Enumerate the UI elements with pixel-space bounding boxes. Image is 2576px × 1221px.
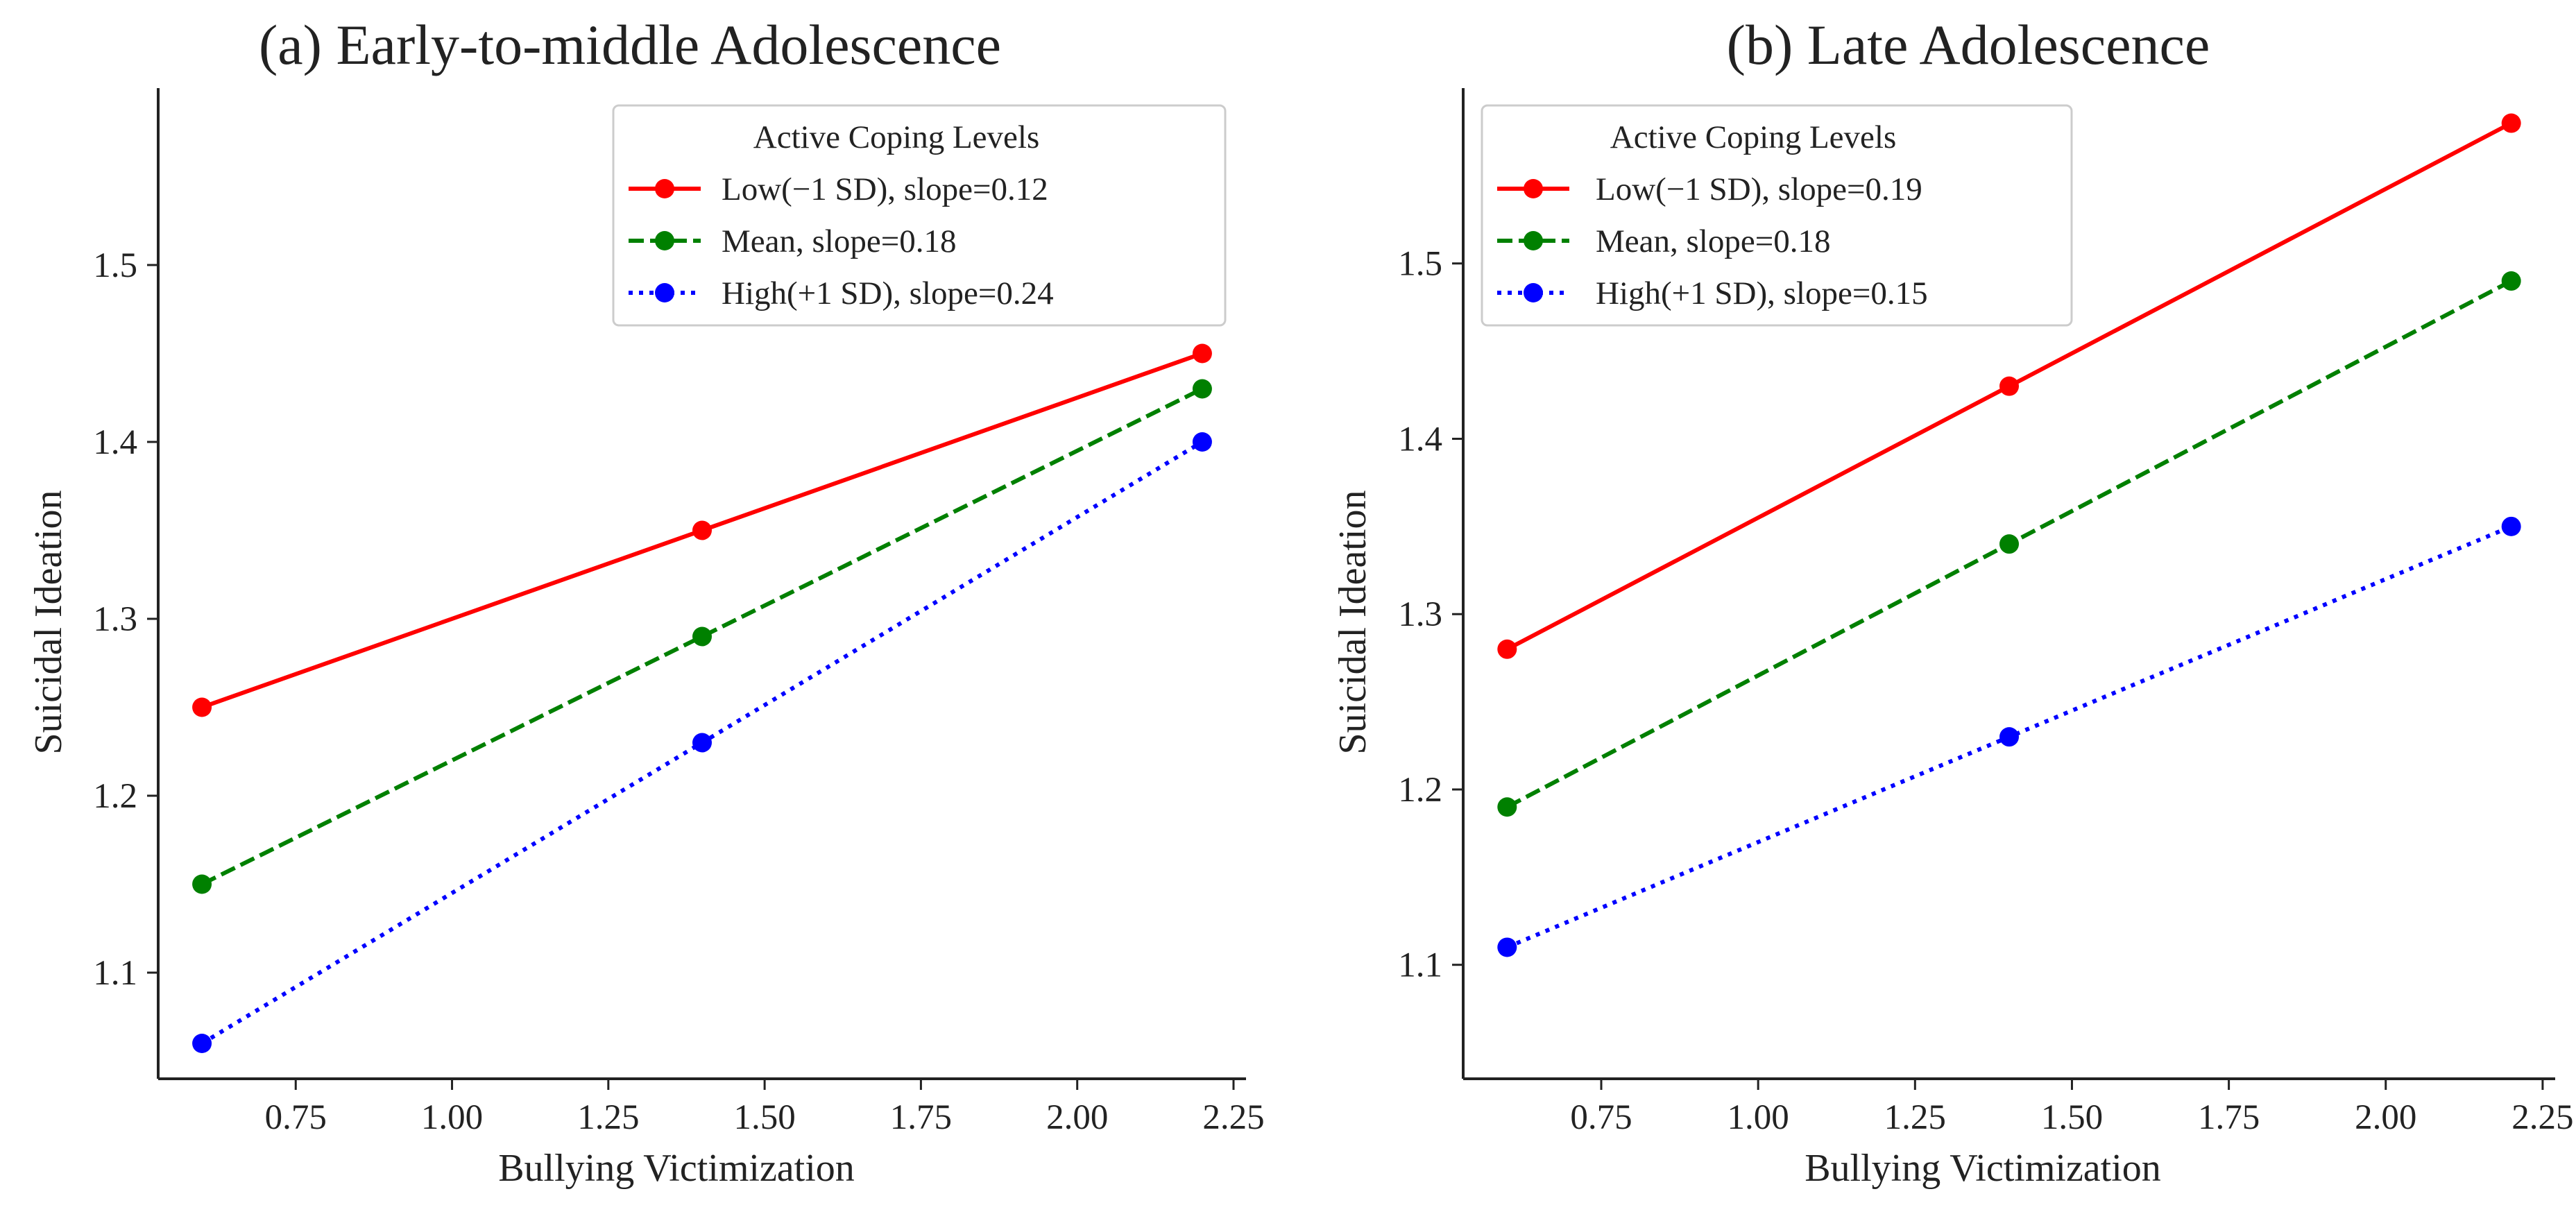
panel-b-x-tick-label: 1.25 (1884, 1098, 1946, 1137)
panel-b-y-tick-label: 1.1 (1398, 946, 1442, 985)
panel-b-y-axis-label: Suicidal Ideation (1331, 490, 1374, 754)
panel-b-legend-label-mean: Mean, slope=0.18 (1596, 223, 1830, 259)
panel-a-series (192, 343, 1212, 1053)
panel-a-point-high (192, 1034, 212, 1053)
panel-a-point-low (692, 520, 712, 540)
panel-a-y-axis-label: Suicidal Ideation (27, 490, 70, 754)
panel-a-y-tick-label: 1.5 (93, 246, 137, 285)
panel-a-y-tick-label: 1.3 (93, 600, 137, 639)
panel-b-x-tick-label: 2.25 (2511, 1098, 2573, 1137)
panel-a-y-tick-label: 1.1 (93, 954, 137, 993)
panel-a-legend-marker-low (655, 179, 674, 198)
panel-a-legend-title: Active Coping Levels (753, 119, 1039, 155)
panel-b-x-tick-label: 1.50 (2041, 1098, 2103, 1137)
panel-early-to-middle: (a) Early-to-middle Adolescence 0.75 1.00… (27, 13, 1265, 1190)
panel-b-point-low (1497, 639, 1517, 659)
panel-a-x-tick-label: 2.00 (1046, 1098, 1108, 1137)
panel-b-legend-marker-high (1524, 283, 1543, 302)
panel-b-title: (b) Late Adolescence (1727, 13, 2210, 76)
panel-b-legend-label-low: Low(−1 SD), slope=0.19 (1596, 171, 1922, 207)
panel-b-x-tick-label: 1.00 (1728, 1098, 1789, 1137)
panel-a-point-low (192, 697, 212, 717)
panel-b-legend-marker-low (1524, 179, 1543, 198)
panel-a-x-tick-label: 1.25 (577, 1098, 639, 1137)
panel-b-legend-frame (1481, 104, 2073, 327)
panel-b-x-axis-label: Bullying Victimization (1805, 1147, 2161, 1190)
panel-a-x-axis-label: Bullying Victimization (498, 1147, 855, 1190)
panel-a-y-tick-label: 1.4 (93, 423, 137, 462)
panel-a-point-low (1192, 343, 1212, 364)
panel-a-x-tick-label: 1.00 (421, 1098, 483, 1137)
panel-a-point-high (692, 733, 712, 753)
panel-a-title: (a) Early-to-middle Adolescence (259, 13, 1001, 76)
panel-a-legend-frame (612, 104, 1227, 327)
panel-b-y-tick-label: 1.2 (1398, 771, 1442, 810)
panel-a-series-line-mean (201, 386, 1204, 887)
panel-a-x-tick-label: 0.75 (265, 1098, 327, 1137)
panel-b-point-mean (1497, 797, 1517, 817)
panel-late: (b) Late Adolescence 0.75 1.00 1.25 1.50 1.7… (1331, 13, 2574, 1190)
panel-b-point-low (1999, 376, 2019, 396)
panel-b-y-tick-label: 1.4 (1398, 420, 1442, 459)
panel-b-point-mean (1999, 534, 2019, 554)
panel-b-x-tick-label: 2.00 (2355, 1098, 2416, 1137)
panel-b-y-tick-label: 1.5 (1398, 245, 1442, 284)
panel-b-x-tick-label: 0.75 (1570, 1098, 1632, 1137)
panel-b-point-high (2501, 516, 2521, 536)
panel-a-y-tick-label: 1.2 (93, 777, 137, 816)
panel-a-legend-marker-high (655, 283, 674, 302)
panel-a-legend-label-high: High(+1 SD), slope=0.24 (722, 275, 1054, 311)
panel-a-x-tick-label: 1.50 (733, 1098, 795, 1137)
panel-b-point-low (2501, 113, 2521, 133)
panel-a-ticks: 0.75 1.00 1.25 1.50 1.75 2.00 2.25 1.1 1.2 1.3 1.4… (93, 246, 1264, 1137)
panel-a-point-high (1192, 432, 1212, 452)
panel-b-point-high (1497, 937, 1517, 957)
panel-b-ticks: 0.75 1.00 1.25 1.50 1.75 2.00 2.25 1.1 1.2 1.3 1.4… (1398, 245, 2573, 1137)
panel-a-legend-label-mean: Mean, slope=0.18 (722, 223, 956, 259)
panel-a-x-tick-label: 2.25 (1202, 1098, 1264, 1137)
panel-b-legend-title: Active Coping Levels (1610, 119, 1896, 155)
panel-a-legend: Active Coping Levels Low(−1 SD), slope=0… (612, 104, 1227, 327)
panel-b-point-high (1999, 727, 2019, 747)
panel-b-legend-marker-mean (1524, 231, 1543, 250)
panel-b-y-tick-label: 1.3 (1398, 595, 1442, 634)
panel-a-point-mean (1192, 379, 1212, 399)
panel-b-legend: Active Coping Levels Low(−1 SD), slope=0… (1481, 104, 2073, 327)
panel-a-x-tick-label: 1.75 (890, 1098, 952, 1137)
panel-a-legend-marker-mean (655, 231, 674, 250)
panel-b-legend-label-high: High(+1 SD), slope=0.15 (1596, 275, 1928, 311)
panel-a-point-mean (192, 874, 212, 894)
panel-b-point-mean (2501, 271, 2521, 291)
panel-a-legend-label-low: Low(−1 SD), slope=0.12 (722, 171, 1048, 207)
panel-b-series (1497, 113, 2521, 957)
panel-a-point-mean (692, 626, 712, 647)
panel-b-x-tick-label: 1.75 (2198, 1098, 2260, 1137)
